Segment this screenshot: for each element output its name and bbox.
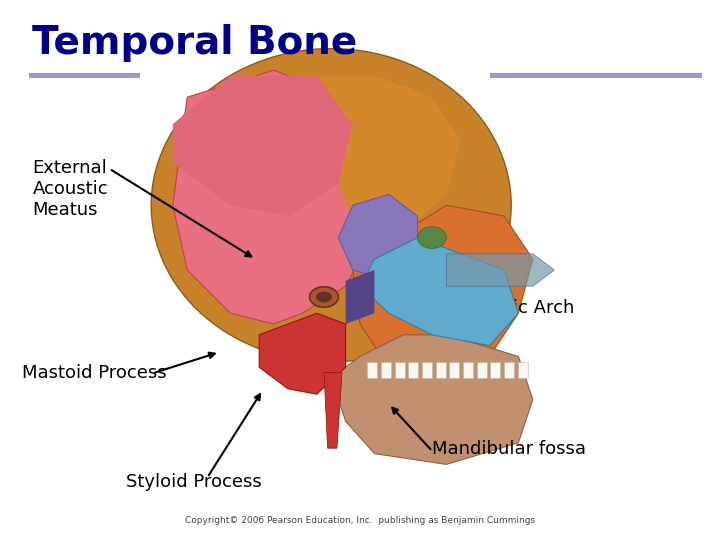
Bar [518,362,528,378]
Polygon shape [353,205,533,378]
Ellipse shape [316,292,332,302]
Text: Copyright© 2006 Pearson Education, Inc.  publishing as Benjamin Cummings: Copyright© 2006 Pearson Education, Inc. … [185,516,535,525]
Polygon shape [324,373,342,448]
Text: Mastoid Process: Mastoid Process [22,363,166,382]
Text: Mandibular fossa: Mandibular fossa [432,440,586,458]
Polygon shape [360,238,518,346]
Bar [408,362,418,378]
Bar [436,362,446,378]
Polygon shape [346,270,374,324]
Polygon shape [446,254,554,286]
Bar [29,73,140,78]
Text: Zygomatic Arch: Zygomatic Arch [432,299,575,317]
Ellipse shape [310,80,438,136]
Bar [367,362,377,378]
Bar [504,362,514,378]
Bar [490,73,702,78]
Bar [381,362,391,378]
Text: Styloid Process: Styloid Process [126,472,262,491]
Polygon shape [331,335,533,464]
Polygon shape [173,76,353,216]
Polygon shape [259,313,346,394]
Polygon shape [317,76,461,232]
Text: Temporal Bone: Temporal Bone [32,24,358,62]
Ellipse shape [310,287,338,307]
Polygon shape [338,194,418,281]
Bar [395,362,405,378]
Bar [490,362,500,378]
Polygon shape [173,70,374,324]
Bar [463,362,473,378]
Bar [449,362,459,378]
Bar [477,362,487,378]
Bar [422,362,432,378]
Ellipse shape [151,49,511,362]
Text: External
Acoustic
Meatus: External Acoustic Meatus [32,159,108,219]
Ellipse shape [418,227,446,248]
